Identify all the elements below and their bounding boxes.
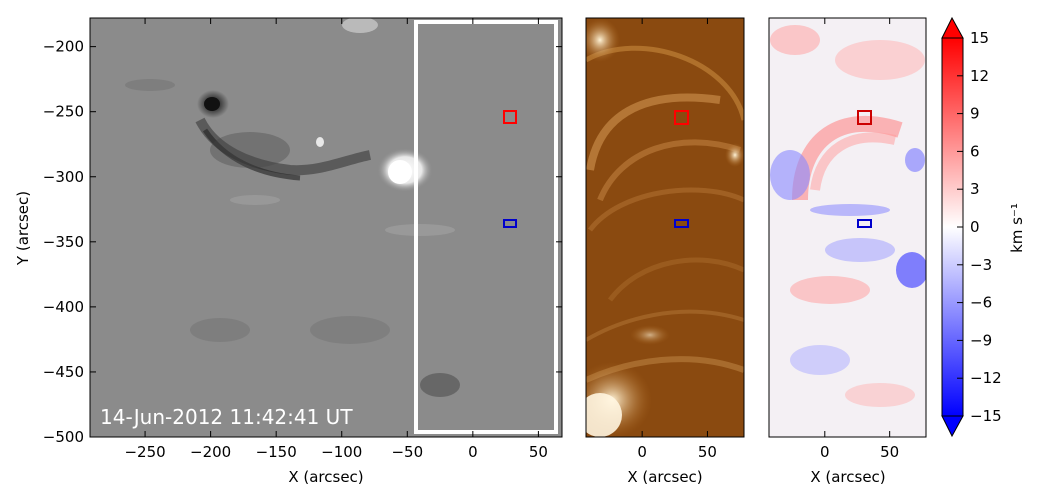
aia-field-of-view-box (414, 20, 558, 434)
y-tick-label: −500 (43, 428, 84, 446)
x-tick-label: 50 (529, 443, 548, 461)
x-tick-label: −150 (256, 443, 297, 461)
y-tick-label: −350 (43, 233, 84, 251)
x-tick-label: 0 (637, 443, 647, 461)
magnetogram-y-ticks: −200 −250 −300 −350 −400 −450 −500 (43, 38, 562, 446)
colorbar-label: km s⁻¹ (1008, 203, 1026, 253)
blue-region-box (503, 219, 517, 228)
magnetogram-y-label: Y (arcsec) (14, 191, 32, 266)
colorbar-tick-label: 9 (970, 105, 980, 123)
colorbar-tick-label: −15 (970, 407, 1002, 425)
y-tick-label: −200 (43, 38, 84, 56)
doppler-velocity-panel: 0 50 X (arcsec) (768, 17, 927, 486)
doppler-blue-region-box (857, 219, 872, 228)
magnetogram-frame (89, 17, 563, 438)
magnetogram-x-ticks: −250 −200 −150 −100 −50 0 50 (124, 18, 548, 461)
euv-frame (585, 17, 745, 438)
colorbar-max-arrow (941, 16, 964, 39)
x-tick-label: −100 (321, 443, 362, 461)
x-tick-label: 50 (698, 443, 717, 461)
colorbar-tick-label: 0 (970, 218, 980, 236)
x-tick-label: −200 (190, 443, 231, 461)
x-tick-label: 0 (468, 443, 478, 461)
red-region-box (503, 110, 517, 124)
colorbar-tick-label: 6 (970, 142, 980, 160)
euv-loops (586, 45, 744, 383)
colorbar-tick-label: −12 (970, 369, 1002, 387)
colorbar-min-arrow (941, 415, 964, 438)
colorbar-tick-label: −3 (970, 256, 992, 274)
timestamp-label: 14-Jun-2012 11:42:41 UT (100, 405, 353, 429)
y-tick-label: −300 (43, 168, 84, 186)
doppler-frame (768, 17, 927, 438)
colorbar-tick-label: −6 (970, 294, 992, 312)
doppler-background (769, 18, 926, 437)
colorbar-ticks: 15 12 9 6 3 0 −3 −6 −9 −12 −15 (957, 29, 1002, 425)
colorbar-tick-label: 15 (970, 29, 989, 47)
x-tick-label: 0 (820, 443, 830, 461)
doppler-x-label: X (arcsec) (810, 468, 885, 486)
y-tick-label: −250 (43, 103, 84, 121)
doppler-red-region-box (857, 110, 872, 125)
euv-blue-region-box (674, 219, 689, 228)
x-tick-label: −250 (124, 443, 165, 461)
x-tick-label: −50 (391, 443, 423, 461)
colorbar-tick-label: −9 (970, 331, 992, 349)
y-tick-label: −450 (43, 363, 84, 381)
colorbar-tick-label: 3 (970, 180, 980, 198)
magnetogram-panel: 14-Jun-2012 11:42:41 UT −250 −200 −150 −100… (14, 17, 563, 486)
euv-x-ticks: 0 50 (637, 18, 717, 461)
euv-x-label: X (arcsec) (627, 468, 702, 486)
y-tick-label: −400 (43, 298, 84, 316)
colorbar-tick-label: 12 (970, 67, 989, 85)
euv-intensity-panel: 0 50 X (arcsec) (585, 17, 745, 486)
doppler-features (770, 25, 926, 407)
magnetogram-background (90, 18, 562, 437)
doppler-x-ticks: 0 50 (820, 18, 899, 461)
magnetogram-x-label: X (arcsec) (288, 468, 363, 486)
x-tick-label: 50 (880, 443, 899, 461)
colorbar: 15 12 9 6 3 0 −3 −6 −9 −12 −15 km s⁻¹ (941, 16, 1026, 438)
euv-red-region-box (674, 110, 689, 125)
magnetogram-features (125, 18, 460, 397)
